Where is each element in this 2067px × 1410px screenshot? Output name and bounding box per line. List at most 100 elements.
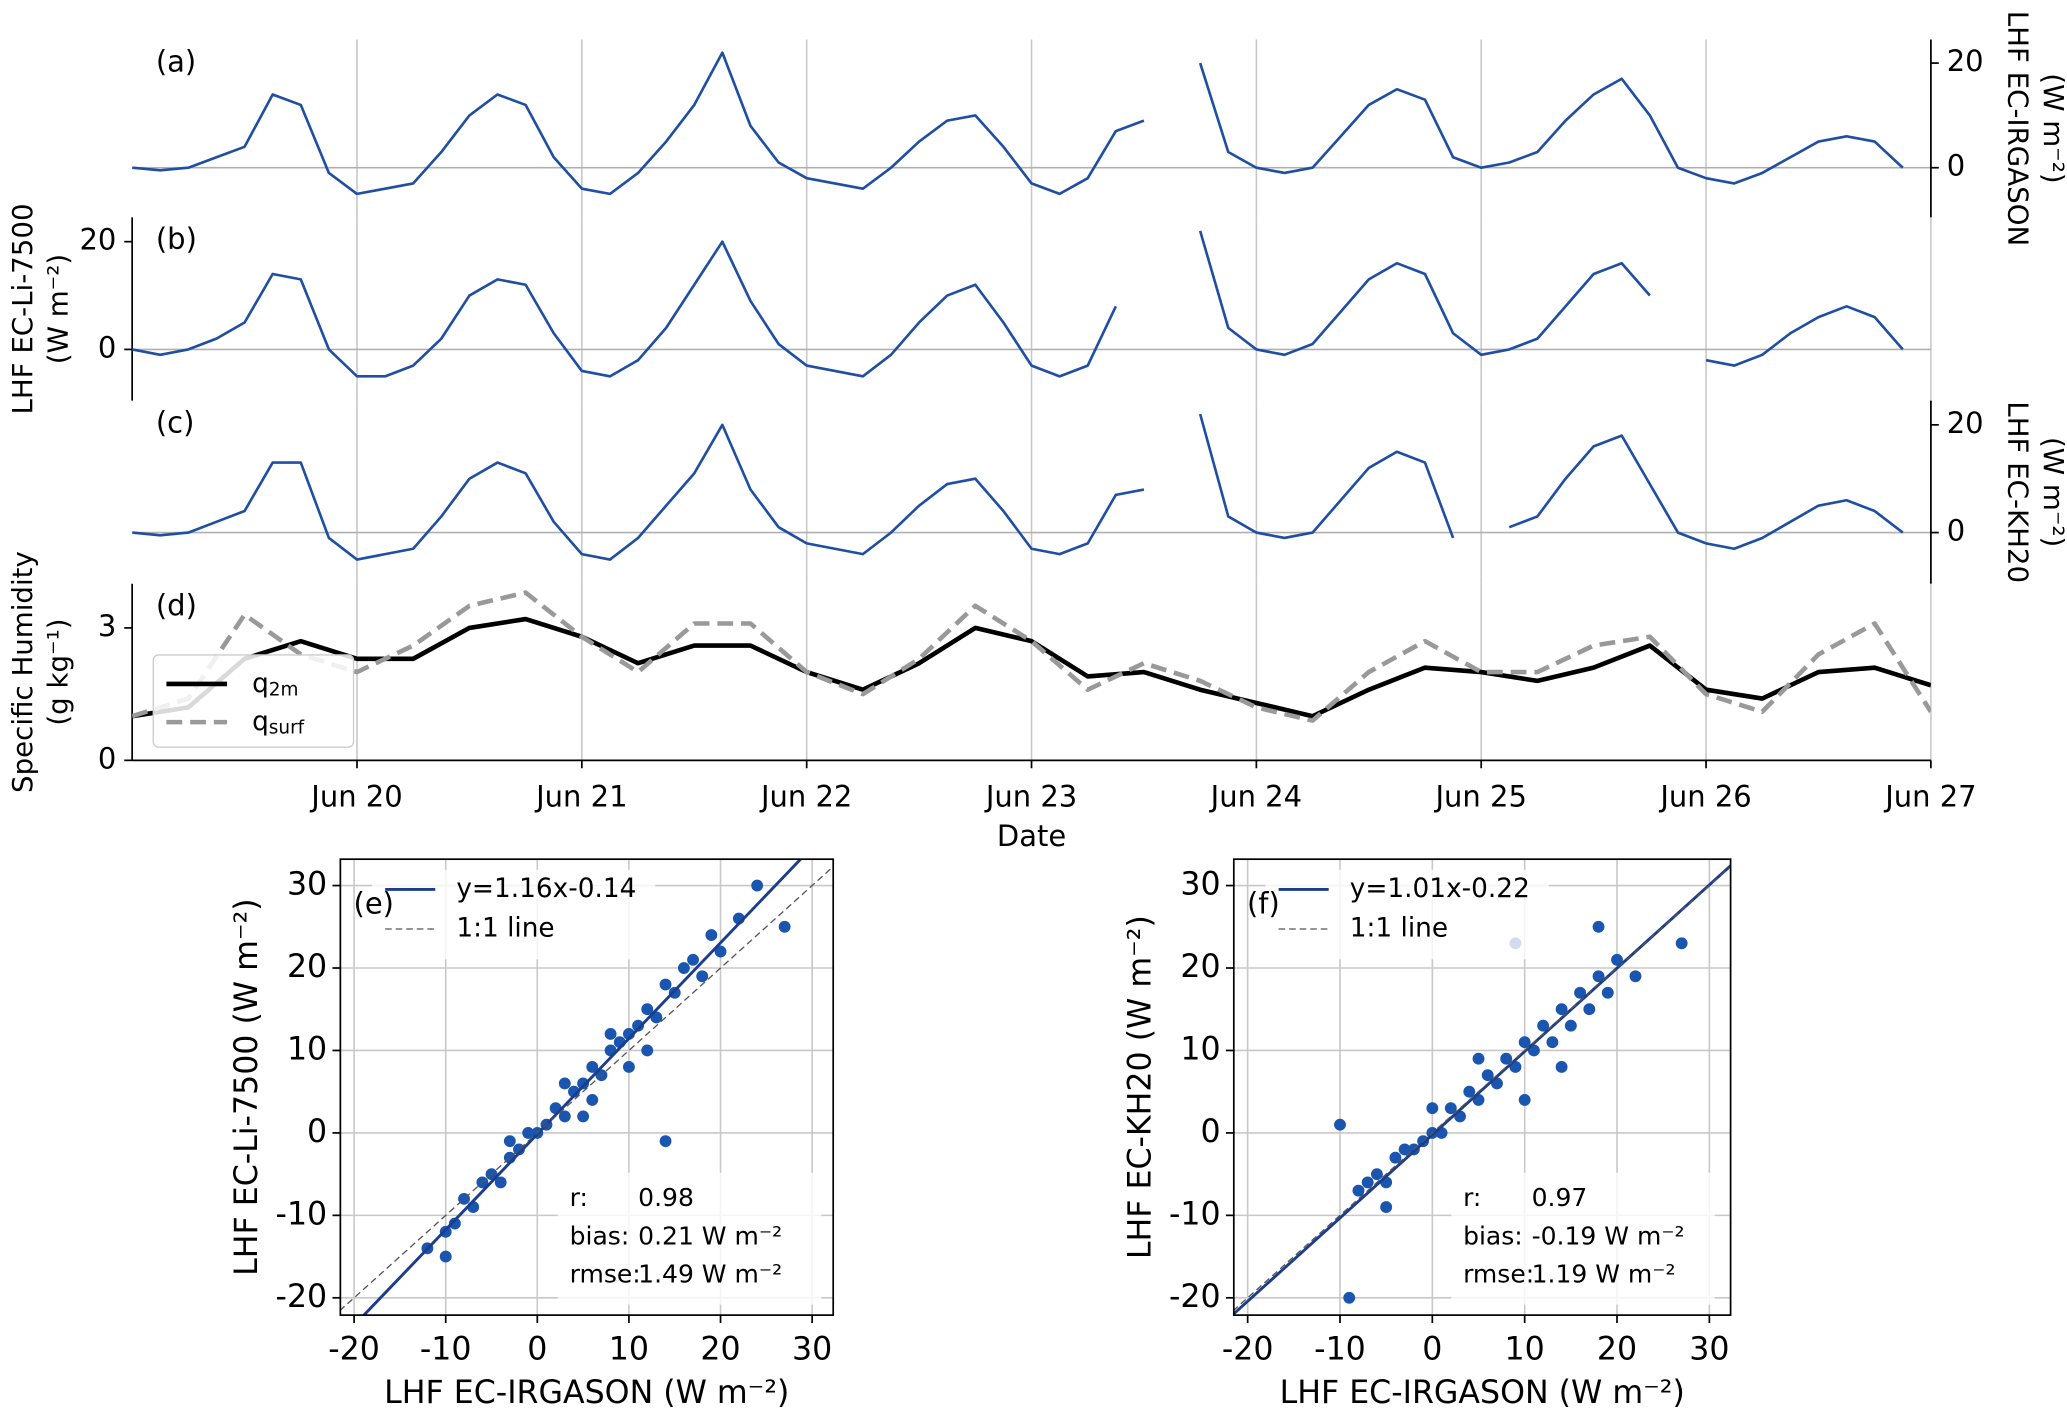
scatter-point — [1352, 1184, 1365, 1197]
panel-label: (d) — [156, 588, 197, 622]
y-axis-label: (W m⁻²) — [2037, 73, 2067, 183]
reference-line — [1233, 865, 1731, 1312]
scatter-point — [659, 1135, 672, 1148]
legend-box — [1265, 869, 1549, 960]
x-tick-label: 20 — [700, 1332, 740, 1368]
x-tick-label: -20 — [1222, 1332, 1274, 1368]
scatter-point — [1444, 1102, 1457, 1115]
y-axis-label: LHF EC-Li-7500 — [6, 203, 39, 414]
stat-label: rmse: — [1463, 1260, 1534, 1289]
stats-box — [557, 1172, 822, 1305]
scatter-point — [1537, 1019, 1550, 1032]
reference-line — [340, 865, 834, 1312]
x-axis-label: LHF EC-IRGASON (W m⁻²) — [384, 1375, 789, 1410]
scatter-point — [1564, 1019, 1577, 1032]
x-tick-label: Jun 26 — [1658, 780, 1751, 814]
scatter-point — [1518, 1093, 1531, 1106]
scatter-point — [1675, 937, 1688, 950]
stat-label: r: — [1463, 1183, 1481, 1212]
scatter-point — [1361, 1176, 1374, 1189]
scatter-point — [558, 1110, 571, 1123]
scatter-point — [558, 1077, 571, 1090]
series-line — [132, 616, 1931, 719]
legend-label: y=1.01x-0.22 — [1350, 874, 1530, 904]
y-tick-label: -20 — [276, 1279, 328, 1315]
scatter-point — [503, 1135, 516, 1148]
y-axis-label: LHF EC-KH20 (W m⁻²) — [1123, 915, 1159, 1259]
x-tick-label: 10 — [609, 1332, 649, 1368]
scatter-point — [751, 879, 764, 892]
y-tick-label: -20 — [1169, 1279, 1221, 1315]
series-line — [132, 590, 1931, 723]
scatter-point — [1481, 1069, 1494, 1082]
x-tick-label: Jun 20 — [309, 780, 402, 814]
legend-label: qsurf — [252, 707, 305, 739]
scatter-point — [1583, 1003, 1596, 1016]
scatter-point — [714, 945, 727, 958]
series-line — [132, 230, 1904, 378]
scatter-point — [1611, 953, 1623, 966]
x-tick-label: 30 — [792, 1332, 832, 1368]
panel-label: (b) — [156, 222, 197, 256]
y-tick-label: 0 — [1200, 1114, 1220, 1150]
scatter-point — [1370, 1168, 1383, 1181]
scatter-point — [522, 1126, 535, 1139]
scatter-point — [1592, 970, 1605, 983]
scatter-point — [641, 1003, 654, 1016]
y-tick-label: 10 — [1180, 1031, 1220, 1067]
y-tick-label: 0 — [1947, 514, 1965, 548]
plot-area — [340, 859, 834, 1316]
y-axis-label: (W m⁻²) — [42, 254, 75, 364]
stat-value: 0.97 — [1532, 1183, 1588, 1212]
x-tick-label: Jun 23 — [984, 780, 1077, 814]
y-tick-label: 10 — [287, 1031, 327, 1067]
scatter-point — [494, 1176, 507, 1189]
legend-label: y=1.16x-0.14 — [456, 874, 636, 904]
plot-frame — [1232, 858, 1732, 1316]
stat-value: 0.21 W m⁻² — [638, 1221, 782, 1250]
x-tick-label: 20 — [1597, 1332, 1637, 1368]
panel-label: (c) — [156, 405, 195, 439]
stat-value: 0.98 — [638, 1183, 694, 1212]
y-tick-label: 20 — [79, 223, 116, 257]
scatter-point — [1398, 1143, 1411, 1156]
series-line — [132, 413, 1904, 561]
y-axis-label: Specific Humidity — [6, 551, 39, 793]
y-tick-label: 30 — [287, 867, 327, 903]
scatter-point — [659, 978, 672, 991]
y-tick-label: 0 — [1947, 149, 1965, 183]
y-tick-label: -10 — [1169, 1196, 1221, 1232]
y-axis-label: (W m⁻²) — [2037, 437, 2067, 547]
x-tick-label: Jun 24 — [1209, 780, 1302, 814]
scatter-point — [1518, 1036, 1531, 1049]
y-tick-label: 0 — [98, 330, 116, 364]
stat-label: bias: — [570, 1221, 630, 1250]
scatter-point — [1426, 1102, 1439, 1115]
stat-value: 1.49 W m⁻² — [638, 1260, 782, 1289]
y-tick-label: 20 — [1947, 44, 1984, 78]
y-tick-label: 0 — [98, 741, 116, 775]
y-tick-label: 20 — [1947, 406, 1984, 440]
legend-subscript: 2m — [269, 680, 299, 701]
legend-name: q — [252, 668, 269, 698]
y-tick-label: 20 — [1180, 949, 1220, 985]
y-tick-label: 20 — [287, 949, 327, 985]
scatter-point — [1472, 1052, 1485, 1065]
x-tick-label: -10 — [1314, 1332, 1366, 1368]
scatter-point — [1629, 970, 1642, 983]
stat-value: -0.19 W m⁻² — [1532, 1221, 1685, 1250]
plot-frame — [339, 858, 835, 1316]
legend-label: q2m — [252, 668, 298, 700]
scatter-point — [705, 929, 718, 941]
panel-label: (a) — [156, 44, 196, 78]
stat-label: rmse: — [570, 1260, 641, 1289]
scatter-point — [439, 1250, 452, 1263]
series-line — [132, 51, 1904, 196]
y-axis-label: (g kg⁻¹) — [42, 618, 75, 725]
x-tick-label: 10 — [1505, 1332, 1545, 1368]
scatter-point — [622, 1061, 635, 1073]
fit-line — [361, 859, 803, 1316]
legend-subscript: surf — [269, 718, 305, 739]
legend-box — [371, 869, 656, 960]
plot-area — [1233, 863, 1731, 1316]
